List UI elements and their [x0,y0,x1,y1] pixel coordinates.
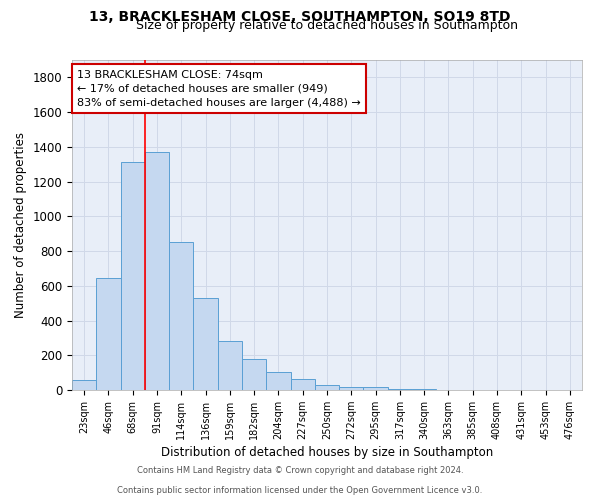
Bar [121,162,145,390]
X-axis label: Distribution of detached houses by size in Southampton: Distribution of detached houses by size … [161,446,493,459]
Bar [169,242,193,390]
Bar [364,388,388,390]
Bar [96,278,121,390]
Text: 13 BRACKLESHAM CLOSE: 74sqm
← 17% of detached houses are smaller (949)
83% of se: 13 BRACKLESHAM CLOSE: 74sqm ← 17% of det… [77,70,361,108]
Title: Size of property relative to detached houses in Southampton: Size of property relative to detached ho… [136,20,518,32]
Bar [388,389,412,390]
Bar [290,378,315,390]
Bar [218,342,242,390]
Text: 13, BRACKLESHAM CLOSE, SOUTHAMPTON, SO19 8TD: 13, BRACKLESHAM CLOSE, SOUTHAMPTON, SO19… [89,10,511,24]
Bar [242,358,266,390]
Bar [412,389,436,390]
Bar [72,380,96,390]
Bar [193,298,218,390]
Text: Contains public sector information licensed under the Open Government Licence v3: Contains public sector information licen… [118,486,482,495]
Y-axis label: Number of detached properties: Number of detached properties [14,132,27,318]
Bar [339,386,364,390]
Bar [266,372,290,390]
Bar [315,385,339,390]
Bar [145,152,169,390]
Text: Contains HM Land Registry data © Crown copyright and database right 2024.: Contains HM Land Registry data © Crown c… [137,466,463,475]
